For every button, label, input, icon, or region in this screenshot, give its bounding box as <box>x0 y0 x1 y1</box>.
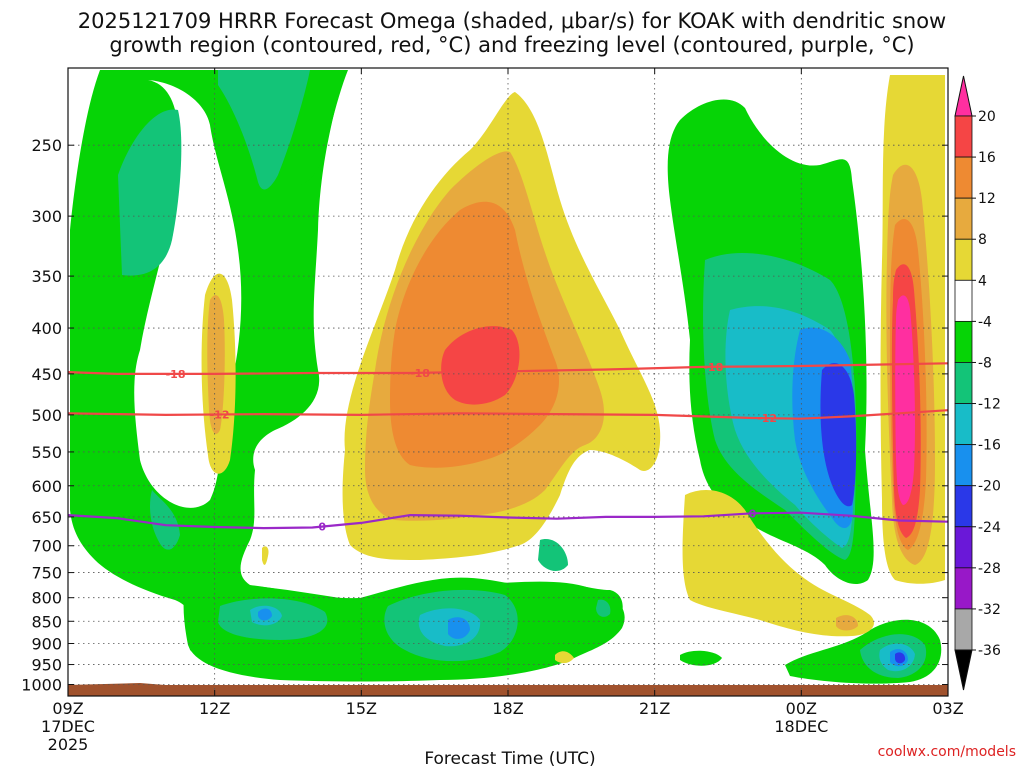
colorbar-label: 8 <box>978 232 987 248</box>
omega-region-descent-left-thin-orange <box>207 295 225 434</box>
x-tick-date: 17DEC <box>41 717 95 736</box>
contour-label: -12 <box>210 408 230 421</box>
omega-region-teal-upper-left <box>118 109 182 276</box>
credit-text: coolwx.com/models <box>878 744 1016 760</box>
contour-line <box>67 409 949 420</box>
colorbar-label: -28 <box>978 561 1001 577</box>
contour-label: 0 <box>318 521 326 534</box>
colorbar-bin <box>954 444 973 487</box>
omega-region-darkblue-southeast <box>895 652 906 664</box>
colorbar-bin <box>954 362 973 404</box>
colorbar-label: -8 <box>978 355 992 371</box>
x-tick-label: 15Z <box>346 699 377 718</box>
x-tick-label: 03Z <box>932 699 963 718</box>
x-axis-label: Forecast Time (UTC) <box>424 749 595 768</box>
omega-region-descent-red <box>441 326 520 405</box>
y-tick-label: 550 <box>31 443 62 462</box>
omega-region-descent-east-pink <box>895 295 915 505</box>
omega-region-teal-mid-2 <box>596 599 611 617</box>
colorbar-label: 16 <box>978 150 996 166</box>
x-tick-label: 09Z <box>52 699 83 718</box>
contour-line <box>67 362 949 375</box>
y-tick-label: 650 <box>31 508 62 527</box>
colorbar-bin <box>954 485 973 528</box>
colorbar-bin <box>954 115 973 158</box>
colorbar-bin <box>954 197 973 240</box>
y-tick-label: 250 <box>31 136 62 155</box>
omega-region-descent-low-right <box>682 490 874 637</box>
colorbar-top-arrow <box>954 75 973 117</box>
colorbar-label: 12 <box>978 191 996 207</box>
colorbar-bin <box>954 279 973 322</box>
y-tick-label: 400 <box>31 319 62 338</box>
colorbar-label: -16 <box>978 438 1001 454</box>
omega-region-descent-dot-2 <box>262 546 269 565</box>
omega-region-darkblue-east <box>820 363 857 507</box>
y-tick-label: 450 <box>31 365 62 384</box>
colorbar-label: 4 <box>978 273 987 289</box>
omega-region-blue-low-1 <box>258 608 272 621</box>
omega-region-green-blob-1 <box>680 650 722 666</box>
chart-title-line-2: growth region (contoured, red, °C) and f… <box>109 33 914 57</box>
y-tick-label: 950 <box>31 656 62 675</box>
colorbar-bin <box>954 238 973 281</box>
omega-region-descent-dot <box>555 651 574 664</box>
x-tick-year: 2025 <box>48 735 89 754</box>
omega-region-teal-small <box>150 490 180 550</box>
colorbar-bin <box>954 156 973 199</box>
colorbar-bin <box>954 403 973 446</box>
y-tick-label: 750 <box>31 564 62 583</box>
x-tick-label: 12Z <box>199 699 230 718</box>
y-tick-label: 350 <box>31 267 62 286</box>
contour-label: -18 <box>166 368 186 381</box>
colorbar-label: -24 <box>978 520 1001 536</box>
colorbar: 20 16 12 8 4 -4 -8 -12 -16 -20 -24 -28 -32 -36 <box>954 75 1001 691</box>
colorbar-label: -4 <box>978 314 992 330</box>
omega-shading <box>68 68 948 696</box>
colorbar-bin <box>954 320 973 363</box>
y-tick-label: 800 <box>31 589 62 608</box>
y-axis: 250 300 350 400 450 500 550 600 650 700 750 800 850 9… <box>21 136 948 695</box>
colorbar-label: -32 <box>978 602 1001 618</box>
y-tick-label: 850 <box>31 612 62 631</box>
colorbar-label: -20 <box>978 479 1001 495</box>
colorbar-bin <box>954 567 973 610</box>
y-tick-label: 700 <box>31 537 62 556</box>
contour-label: -18 <box>703 361 723 374</box>
contour-line <box>67 511 949 530</box>
y-tick-label: 500 <box>31 406 62 425</box>
x-tick-date: 18DEC <box>774 717 828 736</box>
contour-lines: -18 -18 -18 -12 -12 0 0 <box>67 361 949 534</box>
x-tick-label: 21Z <box>639 699 670 718</box>
contour-label: -18 <box>410 367 430 380</box>
colorbar-bin <box>954 608 973 651</box>
omega-region-blue-low-2 <box>448 617 470 639</box>
colorbar-label: -36 <box>978 643 1001 659</box>
y-tick-label: 300 <box>31 207 62 226</box>
x-tick-label: 18Z <box>492 699 523 718</box>
chart-title-line-1: 2025121709 HRRR Forecast Omega (shaded, … <box>78 9 946 33</box>
contour-label: -12 <box>757 412 777 425</box>
omega-region-teal-top-center <box>218 70 310 190</box>
x-tick-label: 00Z <box>786 699 817 718</box>
grid <box>68 68 948 696</box>
omega-region-descent-midright <box>606 389 657 465</box>
y-tick-label: 900 <box>31 635 62 654</box>
omega-region-descent-low-right-orange <box>836 615 858 631</box>
contour-label: 0 <box>749 507 757 520</box>
y-tick-label: 1000 <box>21 676 62 695</box>
terrain-bump <box>68 683 165 685</box>
colorbar-bin <box>954 526 973 569</box>
y-tick-label: 600 <box>31 477 62 496</box>
colorbar-label: -12 <box>978 397 1001 413</box>
colorbar-label: 20 <box>978 109 996 125</box>
colorbar-bottom-arrow <box>954 649 973 691</box>
omega-region-teal-mid-1 <box>538 539 568 572</box>
